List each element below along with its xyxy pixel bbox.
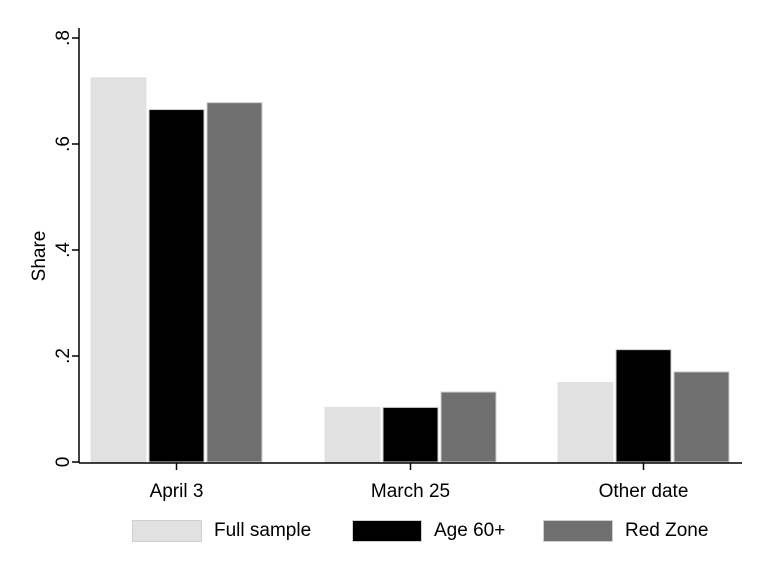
legend-label-red-zone: Red Zone bbox=[625, 520, 709, 541]
bar-age-60-other-date bbox=[615, 349, 672, 463]
x-ticks-layer: April 3 March 25 Other date bbox=[150, 463, 689, 502]
y-tick-label: .2 bbox=[53, 348, 74, 364]
legend-item-red-zone: Red Zone bbox=[543, 515, 708, 547]
bar-age-60-march-25 bbox=[382, 406, 439, 463]
legend-label-age-60: Age 60+ bbox=[434, 520, 506, 541]
y-tick-label: 0 bbox=[53, 457, 74, 468]
bars-layer bbox=[90, 77, 730, 463]
legend-item-full-sample: Full sample bbox=[132, 515, 311, 547]
y-axis-label: Share bbox=[29, 231, 50, 282]
y-tick-label: .4 bbox=[53, 242, 74, 258]
bar-full-sample-march-25 bbox=[324, 406, 381, 463]
bar-age-60-april-3 bbox=[148, 109, 205, 463]
legend-item-age-60: Age 60+ bbox=[352, 515, 505, 547]
x-tick-label: April 3 bbox=[150, 481, 204, 502]
legend: Full sample Age 60+ Red Zone bbox=[0, 515, 762, 547]
bar-full-sample-other-date bbox=[557, 382, 614, 463]
y-tick-label: .6 bbox=[53, 136, 74, 152]
legend-swatch-age-60 bbox=[352, 520, 422, 542]
bar-full-sample-april-3 bbox=[90, 77, 147, 463]
legend-label-full-sample: Full sample bbox=[214, 520, 312, 541]
x-tick-label: Other date bbox=[599, 481, 689, 502]
bar-red-zone-other-date bbox=[673, 371, 730, 463]
y-tick-label: .8 bbox=[53, 30, 74, 46]
bar-red-zone-march-25 bbox=[440, 391, 497, 463]
bar-red-zone-april-3 bbox=[206, 102, 263, 463]
x-tick-label: March 25 bbox=[371, 481, 450, 502]
y-ticks-layer: 0 .2 .4 .6 .8 bbox=[53, 30, 79, 467]
legend-swatch-full-sample bbox=[132, 520, 202, 542]
legend-swatch-red-zone bbox=[543, 520, 613, 542]
